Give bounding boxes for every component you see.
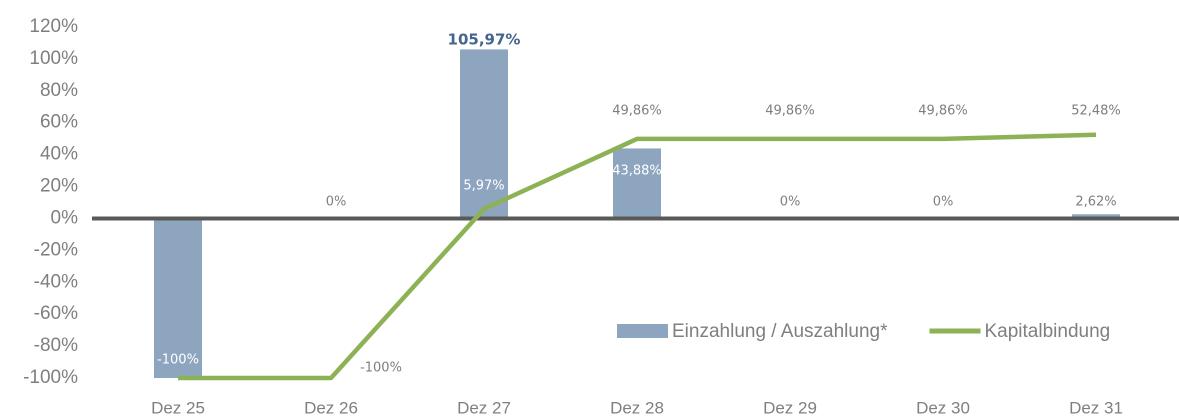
data-label: 105,97%: [448, 31, 521, 49]
x-tick-label: Dez 26: [304, 398, 358, 417]
bar: [460, 49, 508, 219]
data-label: 2,62%: [1075, 195, 1116, 210]
y-tick-label: 120%: [29, 16, 78, 37]
y-tick-label: 80%: [40, 80, 78, 101]
data-label: 52,48%: [1071, 104, 1121, 119]
y-tick-label: 0%: [51, 207, 79, 228]
data-label: 49,86%: [765, 104, 815, 119]
y-tick-label: 20%: [40, 176, 78, 197]
legend-swatch: [617, 324, 668, 338]
bar: [1072, 214, 1120, 219]
y-tick-label: 60%: [40, 112, 78, 133]
bar: [154, 218, 202, 378]
data-label: 49,86%: [612, 104, 662, 119]
x-tick-label: Dez 31: [1069, 398, 1123, 417]
data-label: 0%: [933, 195, 954, 210]
data-label: 43,88%: [612, 164, 662, 179]
data-label: 5,97%: [463, 179, 504, 194]
y-tick-label: -80%: [34, 335, 78, 356]
y-tick-label: -60%: [34, 303, 78, 324]
data-label: 49,86%: [918, 104, 968, 119]
x-tick-label: Dez 29: [763, 398, 817, 417]
data-label: -100%: [360, 361, 402, 376]
y-tick-label: -100%: [23, 367, 78, 388]
line: [178, 132, 1097, 381]
x-tick-label: Dez 30: [916, 398, 970, 417]
x-tick-label: Dez 25: [151, 398, 205, 417]
y-tick-label: 40%: [40, 144, 78, 165]
legend-label: Kapitalbindung: [985, 321, 1111, 342]
data-label: 0%: [780, 195, 801, 210]
data-label: -100%: [157, 353, 199, 368]
x-tick-label: Dez 27: [457, 398, 511, 417]
y-tick-label: -40%: [34, 271, 78, 292]
bar: [613, 148, 661, 219]
x-tick-label: Dez 28: [610, 398, 664, 417]
y-tick-label: -20%: [34, 239, 78, 260]
legend-label: Einzahlung / Auszahlung*: [672, 321, 888, 342]
y-tick-label: 100%: [29, 48, 78, 69]
data-label: 0%: [326, 195, 347, 210]
